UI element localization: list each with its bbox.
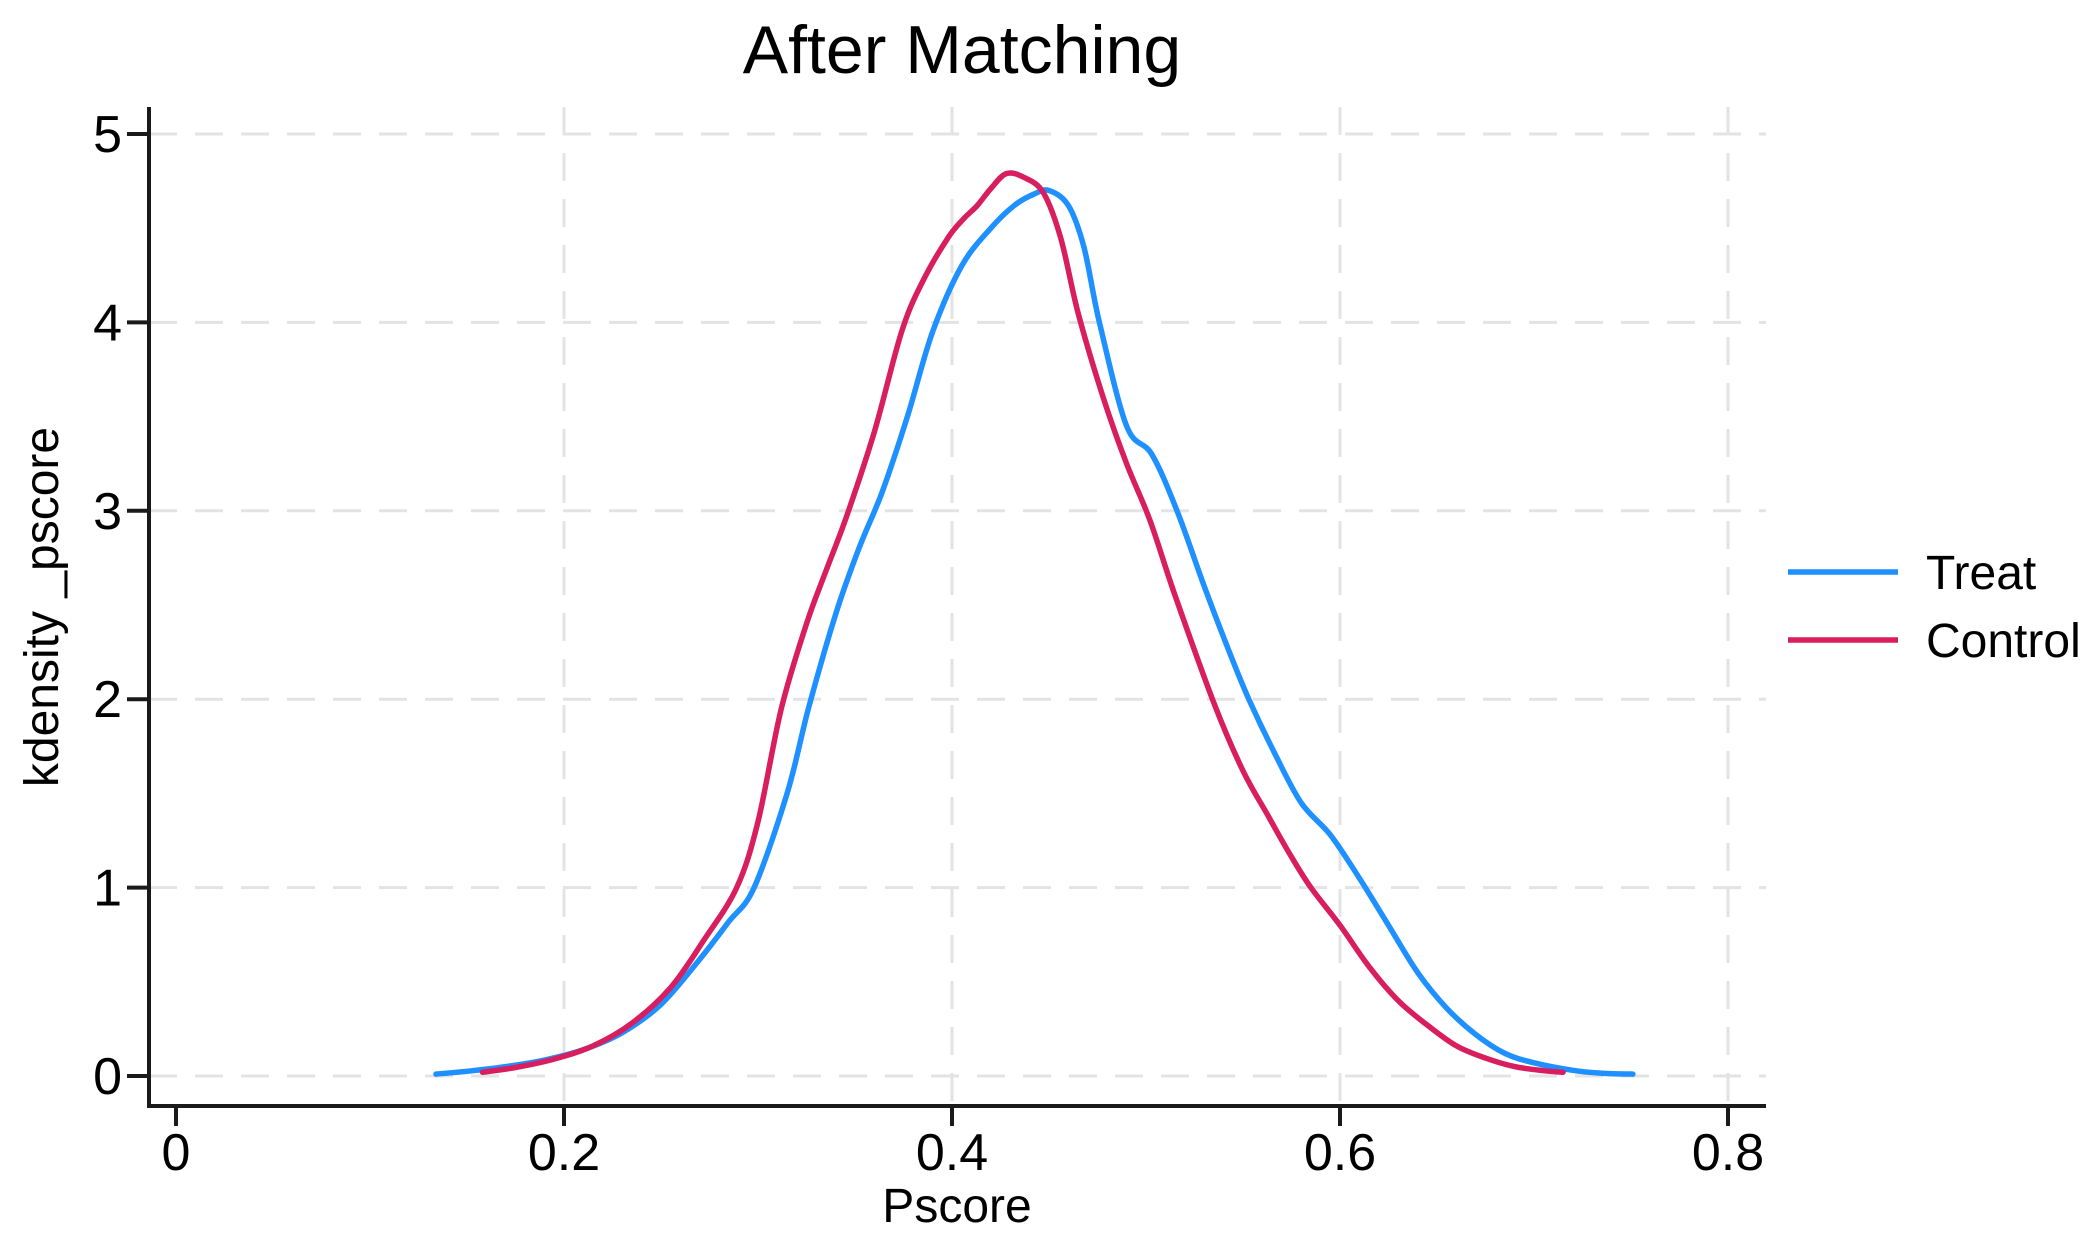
legend: Treat Control xyxy=(1788,547,2081,668)
x-tick-label: 0.2 xyxy=(528,1124,600,1182)
y-tick-label: 1 xyxy=(93,860,122,918)
tick-labels: 0 1 2 3 4 5 0 0.2 0.4 0.6 0.8 xyxy=(93,106,1764,1182)
y-tick-label: 4 xyxy=(93,294,122,352)
x-tick-label: 0 xyxy=(162,1124,191,1182)
gridlines xyxy=(149,107,1766,1106)
x-tick-label: 0.6 xyxy=(1304,1124,1376,1182)
tick-marks xyxy=(127,132,1730,1126)
x-tick-label: 0.8 xyxy=(1692,1124,1764,1182)
y-axis-title: kdensity _pscore xyxy=(16,427,69,787)
y-tick-label: 3 xyxy=(93,483,122,541)
treat-curve xyxy=(433,187,1636,1077)
x-axis-title: Pscore xyxy=(882,1180,1031,1233)
control-curve xyxy=(479,170,1566,1075)
legend-item-control: Control xyxy=(1788,615,2081,668)
legend-label: Treat xyxy=(1926,547,2036,600)
x-tick-label: 0.4 xyxy=(916,1124,988,1182)
y-tick-label: 2 xyxy=(93,671,122,729)
y-tick-label: 5 xyxy=(93,106,122,164)
axes xyxy=(127,107,1766,1126)
legend-item-treat: Treat xyxy=(1788,547,2036,600)
y-tick-label: 0 xyxy=(93,1048,122,1106)
density-curves xyxy=(433,170,1636,1077)
legend-label: Control xyxy=(1926,615,2081,668)
axis-lines xyxy=(147,107,1766,1108)
chart-title: After Matching xyxy=(743,12,1181,88)
